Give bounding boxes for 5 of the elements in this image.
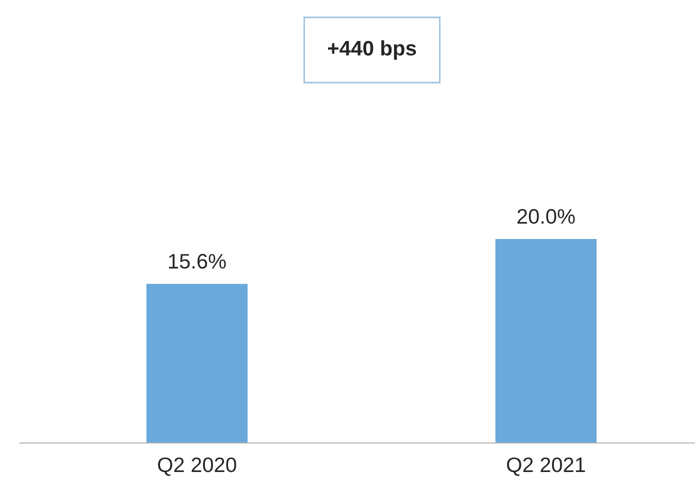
text: +440 bps (328, 40, 416, 60)
data-label: 15.6% (169, 254, 226, 269)
data-label: 20.0% (518, 209, 575, 224)
x-tick-label: Q2 2020 (158, 457, 236, 476)
x-tick-label: Q2 2021 (507, 457, 585, 476)
